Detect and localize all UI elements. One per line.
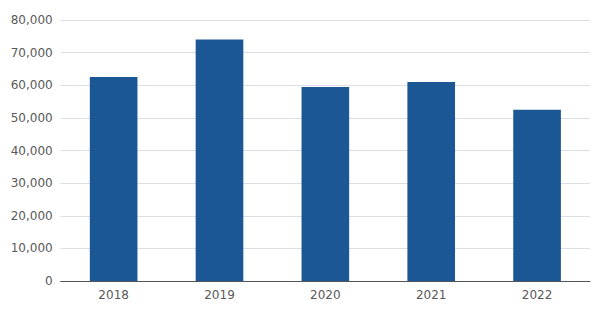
svg-text:0: 0 bbox=[45, 274, 53, 288]
svg-text:2018: 2018 bbox=[98, 288, 129, 302]
svg-text:30,000: 30,000 bbox=[11, 176, 53, 190]
svg-text:2019: 2019 bbox=[204, 288, 235, 302]
svg-text:2022: 2022 bbox=[522, 288, 553, 302]
svg-text:50,000: 50,000 bbox=[11, 111, 53, 125]
svg-text:2021: 2021 bbox=[416, 288, 447, 302]
svg-text:70,000: 70,000 bbox=[11, 46, 53, 60]
svg-text:10,000: 10,000 bbox=[11, 241, 53, 255]
svg-text:40,000: 40,000 bbox=[11, 144, 53, 158]
svg-text:2020: 2020 bbox=[310, 288, 341, 302]
svg-text:60,000: 60,000 bbox=[11, 78, 53, 92]
svg-text:20,000: 20,000 bbox=[11, 209, 53, 223]
svg-text:80,000: 80,000 bbox=[11, 13, 53, 27]
